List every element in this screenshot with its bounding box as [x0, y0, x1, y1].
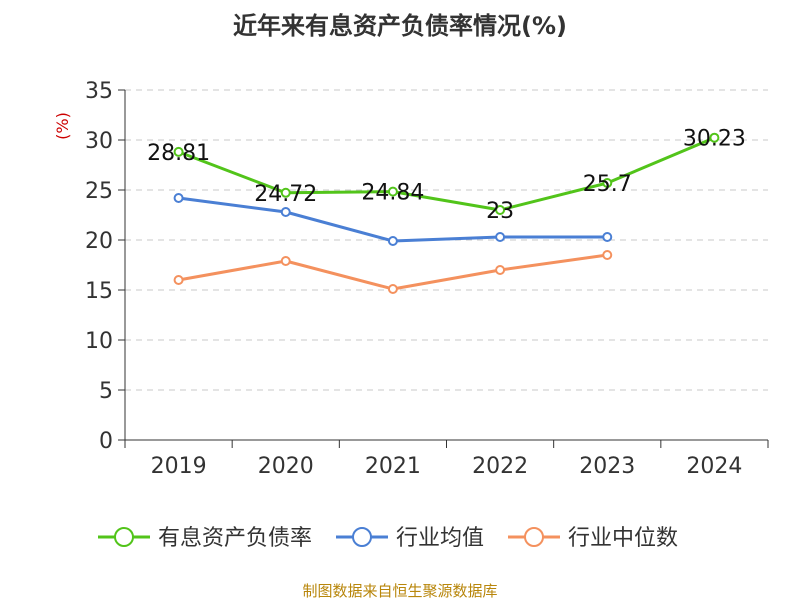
legend: 有息资产负债率 行业均值 行业中位数 [98, 526, 678, 551]
source-note: 制图数据来自恒生聚源数据库 [302, 582, 497, 600]
series-lines: 28.81 24.72 24.84 23 25.7 30.23 [147, 127, 746, 294]
data-point [495, 205, 506, 215]
series-0: 28.81 24.72 24.84 23 25.7 30.23 [147, 127, 746, 224]
data-point [173, 146, 184, 157]
data-label: 25.7 [583, 172, 632, 197]
data-label: 30.23 [683, 127, 746, 152]
data-point [602, 178, 613, 188]
x-tick-label: 2020 [258, 454, 314, 479]
legend-label: 行业均值 [396, 526, 484, 551]
y-tick-label: 25 [85, 179, 113, 204]
legend-item[interactable]: 行业中位数 [508, 526, 678, 551]
data-point [495, 232, 506, 242]
data-label: 24.84 [361, 181, 424, 206]
data-point [602, 232, 613, 242]
data-point [280, 256, 291, 266]
series-1 [173, 193, 613, 246]
legend-marker-icon [114, 527, 134, 547]
axes: 0 5 10 15 20 25 30 35 2019 2020 2021 2022 2023 2024 [85, 79, 769, 479]
data-point [173, 275, 184, 285]
legend-marker-icon [524, 527, 544, 547]
data-point [280, 187, 291, 198]
data-point [387, 284, 398, 294]
x-tick-label: 2023 [579, 454, 635, 479]
x-tick-label: 2019 [151, 454, 207, 479]
series-2 [173, 250, 613, 294]
y-tick-label: 35 [85, 79, 113, 104]
data-point [709, 132, 720, 143]
data-point [387, 186, 398, 197]
data-point [387, 236, 398, 246]
y-tick-label: 15 [85, 279, 113, 304]
y-tick-label: 10 [85, 329, 113, 354]
legend-marker-icon [352, 527, 372, 547]
y-tick-label: 0 [99, 429, 113, 454]
x-tick-label: 2021 [365, 454, 421, 479]
data-label: 24.72 [254, 182, 317, 207]
y-axis-label: (%) [53, 112, 72, 140]
legend-label: 行业中位数 [568, 526, 678, 551]
x-tick-label: 2022 [472, 454, 528, 479]
legend-label: 有息资产负债率 [158, 526, 312, 551]
data-point [280, 207, 291, 217]
y-tick-label: 5 [99, 379, 113, 404]
series-line [178, 136, 716, 212]
data-point [495, 265, 506, 275]
chart-title: 近年来有息资产负债率情况(%) [233, 12, 567, 40]
y-tick-label: 30 [85, 129, 113, 154]
legend-item[interactable]: 行业均值 [336, 526, 484, 551]
legend-item[interactable]: 有息资产负债率 [98, 526, 312, 551]
series-line [178, 253, 608, 291]
y-tick-label: 20 [85, 229, 113, 254]
data-point [173, 193, 184, 203]
data-label: 23 [486, 199, 514, 224]
data-point [602, 250, 613, 260]
x-tick-label: 2024 [686, 454, 742, 479]
data-label: 28.81 [147, 141, 210, 166]
